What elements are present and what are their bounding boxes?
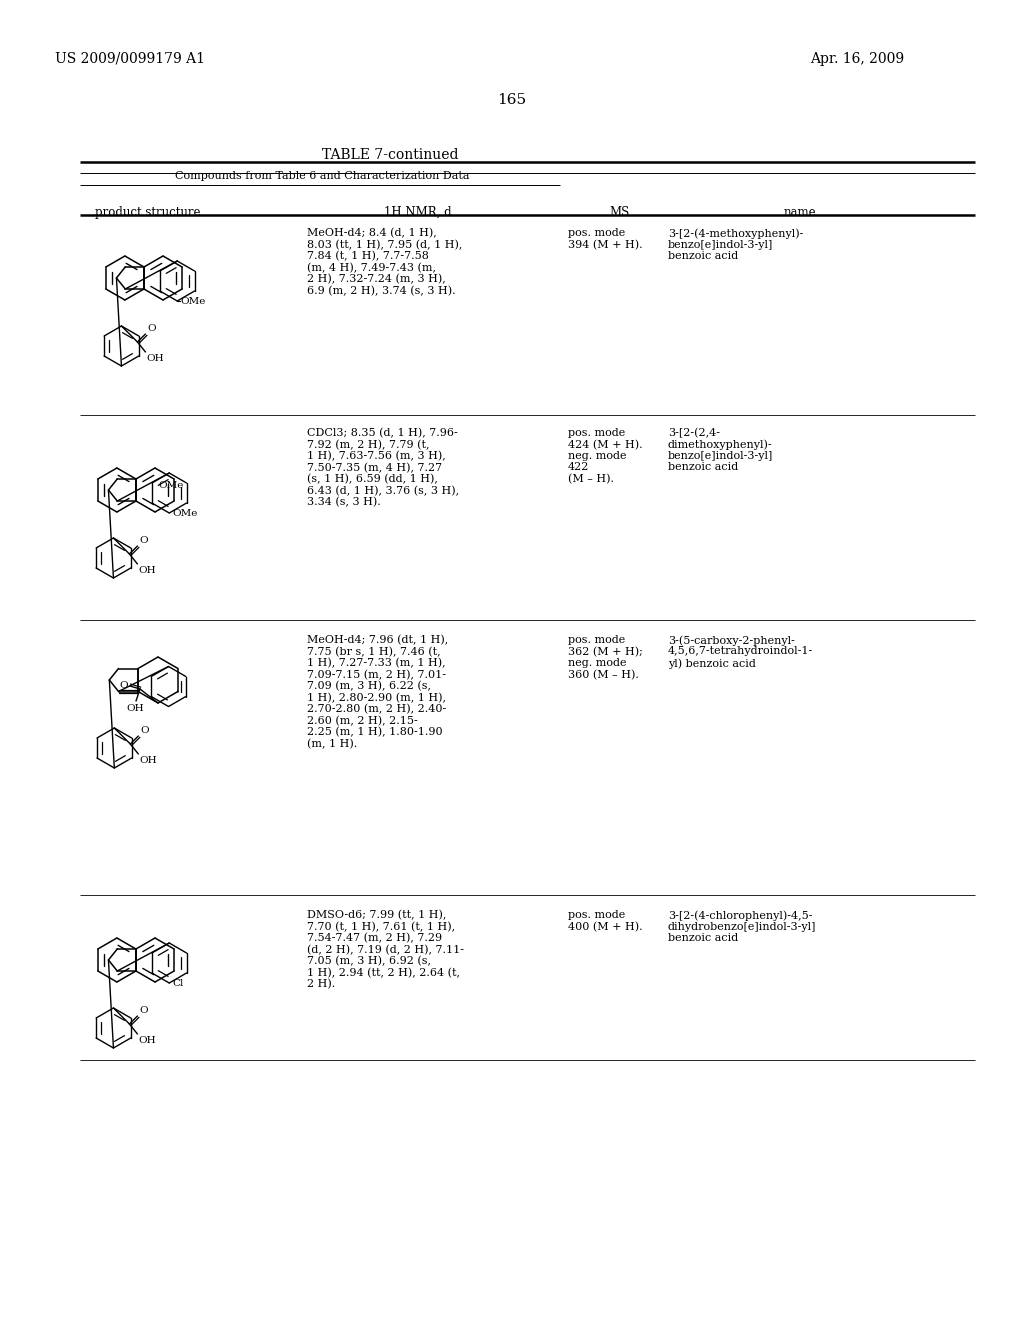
Text: benzoic acid: benzoic acid bbox=[668, 251, 738, 261]
Text: 1 H), 7.63-7.56 (m, 3 H),: 1 H), 7.63-7.56 (m, 3 H), bbox=[307, 451, 445, 462]
Text: 7.05 (m, 3 H), 6.92 (s,: 7.05 (m, 3 H), 6.92 (s, bbox=[307, 956, 431, 966]
Text: pos. mode: pos. mode bbox=[568, 428, 626, 438]
Text: neg. mode: neg. mode bbox=[568, 451, 627, 461]
Text: MeOH-d4; 7.96 (dt, 1 H),: MeOH-d4; 7.96 (dt, 1 H), bbox=[307, 635, 449, 645]
Text: MeOH-d4; 8.4 (d, 1 H),: MeOH-d4; 8.4 (d, 1 H), bbox=[307, 228, 437, 239]
Text: 7.70 (t, 1 H), 7.61 (t, 1 H),: 7.70 (t, 1 H), 7.61 (t, 1 H), bbox=[307, 921, 455, 932]
Text: benzo[e]indol-3-yl]: benzo[e]indol-3-yl] bbox=[668, 239, 773, 249]
Text: 6.43 (d, 1 H), 3.76 (s, 3 H),: 6.43 (d, 1 H), 3.76 (s, 3 H), bbox=[307, 486, 459, 496]
Text: O: O bbox=[147, 323, 156, 333]
Text: 7.09-7.15 (m, 2 H), 7.01-: 7.09-7.15 (m, 2 H), 7.01- bbox=[307, 669, 446, 680]
Text: 2 H), 7.32-7.24 (m, 3 H),: 2 H), 7.32-7.24 (m, 3 H), bbox=[307, 275, 445, 284]
Text: OH: OH bbox=[126, 704, 143, 713]
Text: 1 H), 2.94 (tt, 2 H), 2.64 (t,: 1 H), 2.94 (tt, 2 H), 2.64 (t, bbox=[307, 968, 460, 978]
Text: O: O bbox=[120, 681, 128, 690]
Text: 3-[2-(4-chlorophenyl)-4,5-: 3-[2-(4-chlorophenyl)-4,5- bbox=[668, 909, 812, 920]
Text: 7.92 (m, 2 H), 7.79 (t,: 7.92 (m, 2 H), 7.79 (t, bbox=[307, 440, 429, 450]
Text: (M – H).: (M – H). bbox=[568, 474, 614, 484]
Text: 7.75 (br s, 1 H), 7.46 (t,: 7.75 (br s, 1 H), 7.46 (t, bbox=[307, 647, 440, 657]
Text: OH: OH bbox=[138, 1036, 156, 1045]
Text: product structure: product structure bbox=[95, 206, 201, 219]
Text: 422: 422 bbox=[568, 462, 590, 473]
Text: (m, 4 H), 7.49-7.43 (m,: (m, 4 H), 7.49-7.43 (m, bbox=[307, 263, 436, 273]
Text: 3-[2-(4-methoxyphenyl)-: 3-[2-(4-methoxyphenyl)- bbox=[668, 228, 804, 239]
Text: Cl: Cl bbox=[172, 978, 183, 987]
Text: dihydrobenzo[e]indol-3-yl]: dihydrobenzo[e]indol-3-yl] bbox=[668, 921, 816, 932]
Text: Apr. 16, 2009: Apr. 16, 2009 bbox=[810, 51, 904, 66]
Text: OH: OH bbox=[138, 566, 156, 576]
Text: yl) benzoic acid: yl) benzoic acid bbox=[668, 657, 756, 668]
Text: OH: OH bbox=[146, 354, 164, 363]
Text: 2.70-2.80 (m, 2 H), 2.40-: 2.70-2.80 (m, 2 H), 2.40- bbox=[307, 704, 446, 714]
Text: pos. mode: pos. mode bbox=[568, 228, 626, 238]
Text: 360 (M – H).: 360 (M – H). bbox=[568, 669, 639, 680]
Text: 3.34 (s, 3 H).: 3.34 (s, 3 H). bbox=[307, 498, 381, 507]
Text: 2 H).: 2 H). bbox=[307, 979, 335, 989]
Text: benzo[e]indol-3-yl]: benzo[e]indol-3-yl] bbox=[668, 451, 773, 461]
Text: 2.25 (m, 1 H), 1.80-1.90: 2.25 (m, 1 H), 1.80-1.90 bbox=[307, 727, 442, 738]
Text: (d, 2 H), 7.19 (d, 2 H), 7.11-: (d, 2 H), 7.19 (d, 2 H), 7.11- bbox=[307, 945, 464, 954]
Text: 1 H), 2.80-2.90 (m, 1 H),: 1 H), 2.80-2.90 (m, 1 H), bbox=[307, 693, 446, 702]
Text: 6.9 (m, 2 H), 3.74 (s, 3 H).: 6.9 (m, 2 H), 3.74 (s, 3 H). bbox=[307, 285, 456, 296]
Text: OMe: OMe bbox=[172, 508, 198, 517]
Text: O: O bbox=[140, 726, 148, 735]
Text: 7.54-7.47 (m, 2 H), 7.29: 7.54-7.47 (m, 2 H), 7.29 bbox=[307, 933, 442, 944]
Text: 3-(5-carboxy-2-phenyl-: 3-(5-carboxy-2-phenyl- bbox=[668, 635, 795, 645]
Text: 1 H), 7.27-7.33 (m, 1 H),: 1 H), 7.27-7.33 (m, 1 H), bbox=[307, 657, 445, 668]
Text: pos. mode: pos. mode bbox=[568, 635, 626, 645]
Text: (s, 1 H), 6.59 (dd, 1 H),: (s, 1 H), 6.59 (dd, 1 H), bbox=[307, 474, 438, 484]
Text: pos. mode: pos. mode bbox=[568, 909, 626, 920]
Text: 1H NMR, d: 1H NMR, d bbox=[384, 206, 452, 219]
Text: (m, 1 H).: (m, 1 H). bbox=[307, 738, 357, 748]
Text: OMe: OMe bbox=[158, 480, 183, 490]
Text: neg. mode: neg. mode bbox=[568, 657, 627, 668]
Text: 7.84 (t, 1 H), 7.7-7.58: 7.84 (t, 1 H), 7.7-7.58 bbox=[307, 251, 429, 261]
Text: 2.60 (m, 2 H), 2.15-: 2.60 (m, 2 H), 2.15- bbox=[307, 715, 418, 726]
Text: Compounds from Table 6 and Characterization Data: Compounds from Table 6 and Characterizat… bbox=[175, 172, 469, 181]
Text: 424 (M + H).: 424 (M + H). bbox=[568, 440, 643, 450]
Text: DMSO-d6; 7.99 (tt, 1 H),: DMSO-d6; 7.99 (tt, 1 H), bbox=[307, 909, 446, 920]
Text: TABLE 7-continued: TABLE 7-continued bbox=[322, 148, 459, 162]
Text: 362 (M + H);: 362 (M + H); bbox=[568, 647, 643, 657]
Text: 400 (M + H).: 400 (M + H). bbox=[568, 921, 643, 932]
Text: OH: OH bbox=[139, 756, 157, 766]
Text: 4,5,6,7-tetrahydroindol-1-: 4,5,6,7-tetrahydroindol-1- bbox=[668, 647, 813, 656]
Text: MS: MS bbox=[610, 206, 630, 219]
Text: 394 (M + H).: 394 (M + H). bbox=[568, 239, 643, 249]
Text: benzoic acid: benzoic acid bbox=[668, 462, 738, 473]
Text: name: name bbox=[783, 206, 816, 219]
Text: US 2009/0099179 A1: US 2009/0099179 A1 bbox=[55, 51, 205, 66]
Text: O: O bbox=[139, 1006, 148, 1015]
Text: O: O bbox=[139, 536, 148, 545]
Text: dimethoxyphenyl)-: dimethoxyphenyl)- bbox=[668, 440, 773, 450]
Text: 8.03 (tt, 1 H), 7.95 (d, 1 H),: 8.03 (tt, 1 H), 7.95 (d, 1 H), bbox=[307, 239, 463, 249]
Text: benzoic acid: benzoic acid bbox=[668, 933, 738, 942]
Text: 3-[2-(2,4-: 3-[2-(2,4- bbox=[668, 428, 720, 438]
Text: 7.50-7.35 (m, 4 H), 7.27: 7.50-7.35 (m, 4 H), 7.27 bbox=[307, 462, 442, 473]
Text: OMe: OMe bbox=[180, 297, 206, 305]
Text: 165: 165 bbox=[498, 92, 526, 107]
Text: 7.09 (m, 3 H), 6.22 (s,: 7.09 (m, 3 H), 6.22 (s, bbox=[307, 681, 431, 692]
Text: CDCl3; 8.35 (d, 1 H), 7.96-: CDCl3; 8.35 (d, 1 H), 7.96- bbox=[307, 428, 458, 438]
